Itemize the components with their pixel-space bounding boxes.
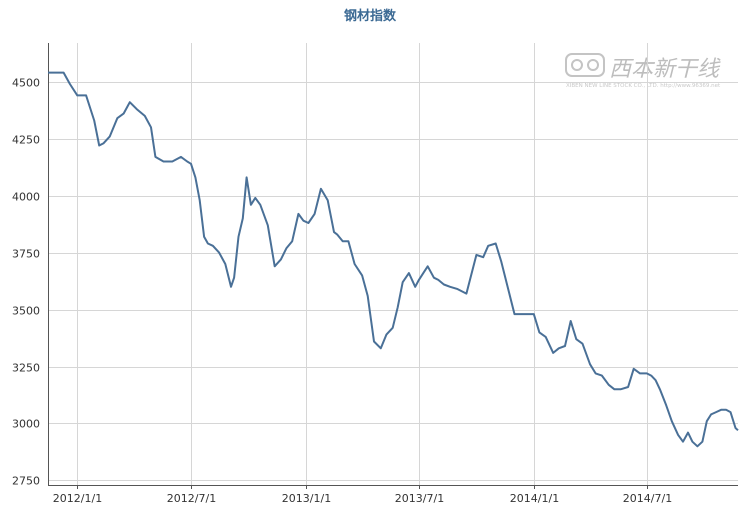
watermark-chinese-text: 西本新干线 (609, 57, 721, 82)
x-tick-label: 2012/1/1 (53, 492, 102, 505)
x-tick-label: 2013/7/1 (395, 492, 444, 505)
chart-title: 钢材指数 (344, 8, 397, 24)
x-tick-label: 2014/7/1 (623, 492, 672, 505)
x-gridlines (77, 43, 648, 489)
x-axis-labels: 2012/1/1 2012/7/1 2013/1/1 2013/7/1 2014/1/1… (53, 492, 672, 505)
y-tick-label: 3500 (12, 305, 40, 318)
y-tick-label: 4000 (12, 191, 40, 204)
x-tick-label: 2013/1/1 (282, 492, 331, 505)
y-tick-label: 3250 (12, 362, 40, 375)
xb-logo-icon (565, 53, 605, 77)
watermark-english-text: XIBEN NEW LINE STOCK CO., LTD. http://ww… (566, 83, 721, 89)
y-tick-label: 4500 (12, 77, 40, 90)
y-axis-labels: 2750 3000 3250 3500 3750 4000 4250 4500 (12, 77, 40, 488)
y-gridlines (48, 82, 738, 481)
y-tick-label: 4250 (12, 134, 40, 147)
y-tick-label: 3750 (12, 248, 40, 261)
y-tick-label: 3000 (12, 418, 40, 431)
watermark: 西本新干线 XIBEN NEW LINE STOCK CO., LTD. htt… (565, 53, 721, 89)
y-tick-label: 2750 (12, 475, 40, 488)
series-layer (48, 71, 739, 448)
x-tick-label: 2012/7/1 (167, 492, 216, 505)
steel-index-line (48, 71, 739, 448)
x-tick-label: 2014/1/1 (510, 492, 559, 505)
plot-frame (48, 43, 738, 486)
